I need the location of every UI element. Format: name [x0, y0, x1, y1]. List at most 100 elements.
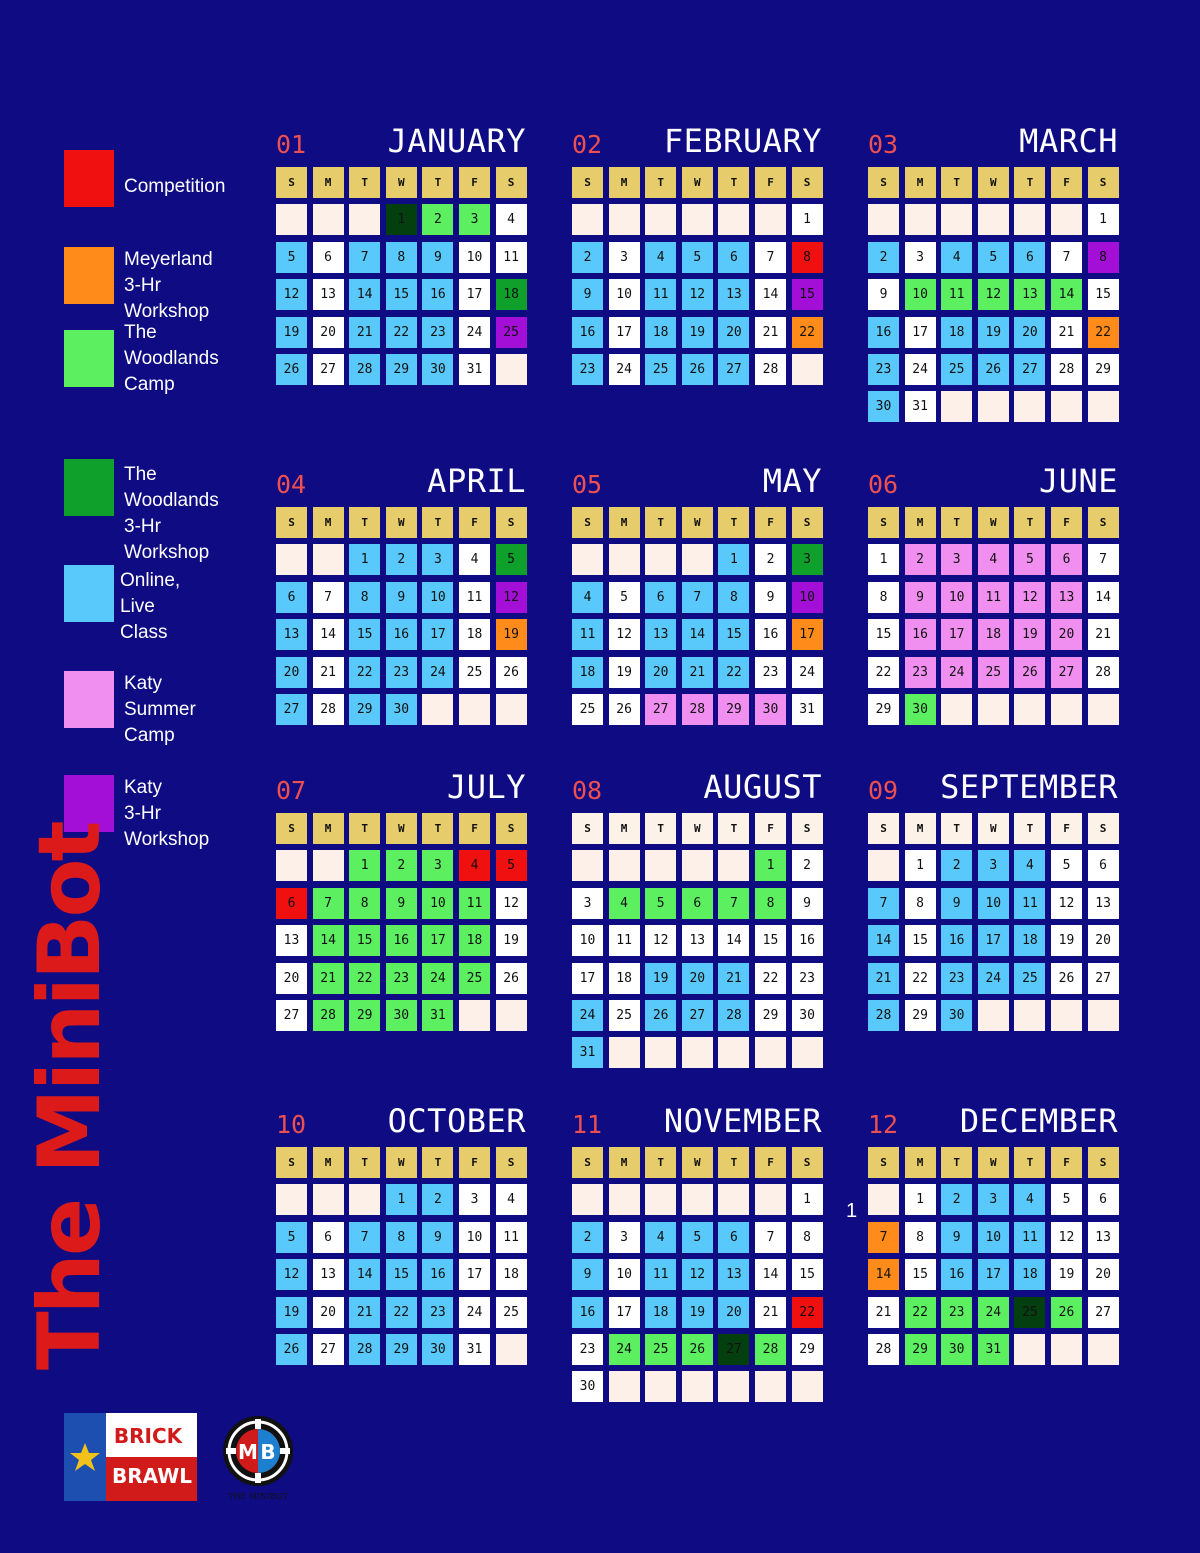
day-cell: 6 — [1014, 241, 1046, 273]
empty-cell — [312, 1184, 344, 1216]
empty-cell — [572, 850, 603, 882]
day-cell: 18 — [1014, 925, 1046, 957]
svg-text:B: B — [260, 1440, 275, 1464]
day-cell: 12 — [276, 279, 307, 311]
day-header: W — [385, 1147, 417, 1178]
day-cell: 23 — [868, 354, 899, 385]
day-cell: 11 — [572, 619, 603, 651]
legend-label: Online, Live Class — [120, 570, 181, 643]
day-cell: 5 — [1051, 850, 1082, 882]
day-cell: 12 — [681, 1259, 713, 1291]
day-cell: 22 — [904, 962, 936, 994]
day-cell: 21 — [312, 962, 344, 994]
day-cell: 16 — [941, 1259, 973, 1291]
month-number: 06 — [868, 470, 899, 499]
day-cell: 1 — [385, 204, 417, 236]
day-header: T — [941, 167, 973, 198]
day-cell: 17 — [608, 1296, 640, 1328]
day-header: F — [755, 507, 786, 538]
day-header: T — [349, 813, 381, 844]
day-cell: 16 — [941, 925, 973, 957]
empty-cell — [312, 544, 344, 576]
month-number: 04 — [276, 470, 307, 499]
empty-cell — [681, 204, 713, 236]
day-cell: 7 — [718, 887, 750, 919]
day-cell: 4 — [608, 887, 640, 919]
day-cell: 3 — [977, 1184, 1009, 1216]
day-header: S — [495, 507, 527, 538]
day-cell: 7 — [1087, 544, 1119, 576]
day-header: T — [941, 507, 973, 538]
day-cell: 16 — [422, 1259, 454, 1291]
day-cell: 19 — [681, 316, 713, 348]
day-cell: 18 — [572, 656, 603, 688]
empty-cell — [495, 694, 527, 725]
day-cell: 8 — [868, 581, 899, 613]
day-cell: 30 — [422, 354, 454, 385]
day-cell: 20 — [718, 316, 750, 348]
day-cell: 4 — [645, 241, 677, 273]
day-cell: 12 — [495, 887, 527, 919]
day-cell: 17 — [459, 279, 490, 311]
day-cell: 7 — [868, 887, 899, 919]
day-cell: 31 — [904, 391, 936, 423]
day-cell: 22 — [755, 962, 786, 994]
day-cell: 18 — [608, 962, 640, 994]
day-cell: 18 — [941, 316, 973, 348]
empty-cell — [868, 850, 899, 882]
empty-cell — [645, 850, 677, 882]
day-cell: 8 — [791, 1221, 823, 1253]
day-cell: 3 — [572, 887, 603, 919]
day-cell: 20 — [276, 656, 307, 688]
day-cell: 4 — [459, 850, 490, 882]
day-cell: 11 — [645, 279, 677, 311]
day-cell: 23 — [941, 1296, 973, 1328]
day-header: T — [349, 507, 381, 538]
day-cell: 18 — [645, 316, 677, 348]
day-cell: 13 — [1014, 279, 1046, 311]
day-cell: 5 — [681, 1221, 713, 1253]
day-cell: 11 — [459, 581, 490, 613]
day-cell: 11 — [645, 1259, 677, 1291]
day-cell: 6 — [1051, 544, 1082, 576]
day-cell: 1 — [718, 544, 750, 576]
day-header: W — [977, 167, 1009, 198]
day-cell: 18 — [459, 925, 490, 957]
day-cell: 28 — [312, 1000, 344, 1031]
empty-cell — [868, 204, 899, 236]
day-cell: 29 — [904, 1334, 936, 1365]
day-cell: 22 — [385, 316, 417, 348]
day-header: T — [1014, 507, 1046, 538]
day-cell: 6 — [718, 1221, 750, 1253]
brick-brawl-logo: BRICK BRAWL — [64, 1413, 197, 1501]
day-cell: 2 — [572, 241, 603, 273]
day-header: S — [1087, 1147, 1119, 1178]
empty-cell — [681, 1037, 713, 1069]
day-header: S — [276, 1147, 307, 1178]
day-cell: 16 — [904, 619, 936, 651]
day-cell: 6 — [718, 241, 750, 273]
day-cell: 26 — [977, 354, 1009, 385]
day-cell: 18 — [495, 279, 527, 311]
stray-mark: 1 — [846, 1200, 858, 1222]
day-cell: 2 — [422, 1184, 454, 1216]
month-name: JULY — [446, 768, 526, 806]
day-cell: 6 — [681, 887, 713, 919]
day-cell: 1 — [904, 850, 936, 882]
day-cell: 7 — [868, 1221, 899, 1253]
day-cell: 6 — [276, 581, 307, 613]
day-cell: 1 — [868, 544, 899, 576]
empty-cell — [977, 391, 1009, 423]
day-cell: 15 — [904, 925, 936, 957]
day-cell: 12 — [276, 1259, 307, 1291]
brick-text: BRICK — [114, 1424, 184, 1448]
day-cell: 21 — [681, 656, 713, 688]
empty-cell — [645, 1184, 677, 1216]
empty-cell — [572, 1184, 603, 1216]
empty-cell — [608, 1184, 640, 1216]
day-cell: 15 — [1087, 279, 1119, 311]
empty-cell — [791, 1371, 823, 1403]
empty-cell — [681, 850, 713, 882]
empty-cell — [608, 850, 640, 882]
day-cell: 27 — [718, 354, 750, 385]
